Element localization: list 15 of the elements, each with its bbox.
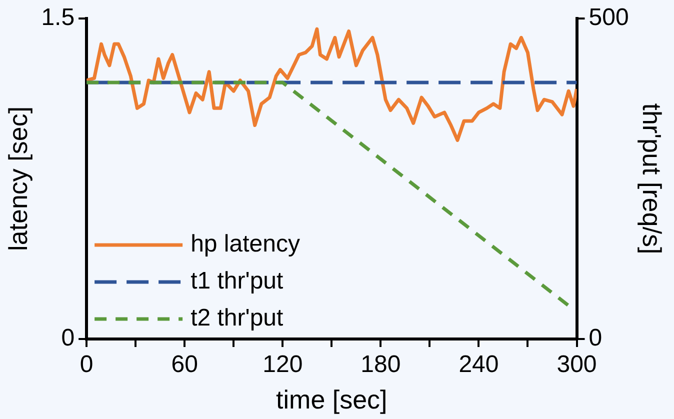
legend-label: t1 thr'put bbox=[190, 268, 284, 295]
legend-label: t2 thr'put bbox=[190, 304, 284, 332]
x-tick-label: 240 bbox=[458, 351, 499, 378]
y2-tick-label: 500 bbox=[588, 4, 629, 32]
x-tick-label: 60 bbox=[171, 351, 198, 378]
y-tick-label: 1.5 bbox=[41, 4, 75, 32]
y2-axis-title: thr'put [req/s] bbox=[637, 103, 668, 254]
x-tick-label: 120 bbox=[262, 351, 303, 378]
x-tick-label: 300 bbox=[556, 351, 597, 378]
legend-label: hp latency bbox=[190, 230, 300, 258]
y-axis-title: latency [sec] bbox=[2, 106, 33, 251]
y2-tick-label: 0 bbox=[588, 324, 602, 352]
x-axis-title: time [sec] bbox=[276, 384, 388, 415]
x-tick-label: 0 bbox=[80, 351, 94, 378]
x-tick-label: 180 bbox=[360, 351, 401, 378]
